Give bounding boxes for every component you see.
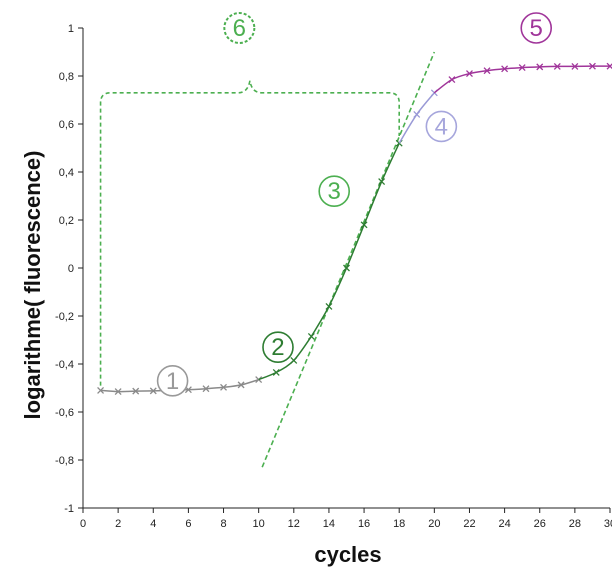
phase-annotation: 1 bbox=[158, 366, 188, 396]
x-tick-label: 16 bbox=[358, 518, 370, 530]
x-tick-label: 14 bbox=[323, 518, 335, 530]
y-tick-label: -0,6 bbox=[55, 407, 74, 419]
data-point bbox=[273, 369, 279, 375]
phase-label: 4 bbox=[435, 113, 448, 140]
phase-label: 1 bbox=[166, 368, 179, 395]
x-tick-label: 0 bbox=[80, 518, 86, 530]
series-line bbox=[311, 143, 399, 336]
x-tick-label: 26 bbox=[534, 518, 546, 530]
data-point bbox=[414, 111, 420, 117]
baseline-bracket-layer bbox=[101, 81, 400, 386]
x-tick-label: 4 bbox=[150, 518, 156, 530]
phase-label: 6 bbox=[233, 15, 246, 42]
phase-annotation: 6 bbox=[224, 13, 254, 43]
y-tick-label: -0,8 bbox=[55, 455, 74, 467]
baseline-bracket bbox=[101, 81, 400, 386]
y-tick-label: -0,2 bbox=[55, 311, 74, 323]
y-tick-label: -1 bbox=[64, 503, 74, 515]
y-tick-label: 0 bbox=[68, 263, 74, 275]
x-tick-label: 6 bbox=[185, 518, 191, 530]
data-point bbox=[291, 357, 297, 363]
y-tick-label: 0,4 bbox=[59, 167, 74, 179]
fit-line-layer bbox=[262, 52, 434, 467]
y-tick-label: -0,4 bbox=[55, 359, 74, 371]
y-tick-label: 0,8 bbox=[59, 71, 74, 83]
x-tick-label: 12 bbox=[288, 518, 300, 530]
x-tick-label: 10 bbox=[253, 518, 265, 530]
data-point bbox=[379, 179, 385, 185]
data-point bbox=[449, 77, 455, 83]
x-tick-label: 18 bbox=[393, 518, 405, 530]
y-axis-title: logarithme( fluorescence) bbox=[20, 151, 45, 420]
x-axis-title: cycles bbox=[314, 542, 381, 567]
x-tick-label: 22 bbox=[463, 518, 475, 530]
y-tick-label: 0,2 bbox=[59, 215, 74, 227]
phase-label: 5 bbox=[530, 15, 543, 42]
series-line bbox=[434, 66, 610, 93]
phase-annotation: 5 bbox=[521, 13, 551, 43]
y-tick-label: 1 bbox=[68, 23, 74, 35]
phase-label: 3 bbox=[328, 178, 341, 205]
x-tick-label: 24 bbox=[498, 518, 510, 530]
exponential-fit-line bbox=[262, 52, 434, 467]
x-tick-label: 8 bbox=[220, 518, 226, 530]
x-tick-label: 28 bbox=[569, 518, 581, 530]
x-tick-label: 2 bbox=[115, 518, 121, 530]
phase-label: 2 bbox=[271, 334, 284, 361]
x-tick-label: 30 bbox=[604, 518, 612, 530]
phase-annotation: 3 bbox=[319, 176, 349, 206]
axes-layer: -1-0,8-0,6-0,4-0,200,20,40,60,810 2 4 6 8 10 1… bbox=[55, 23, 612, 530]
y-tick-label: 0,6 bbox=[59, 119, 74, 131]
phase-annotation: 4 bbox=[426, 111, 456, 141]
series-layer bbox=[98, 63, 612, 394]
x-tick-label: 20 bbox=[428, 518, 440, 530]
phase-annotation: 2 bbox=[263, 332, 293, 362]
